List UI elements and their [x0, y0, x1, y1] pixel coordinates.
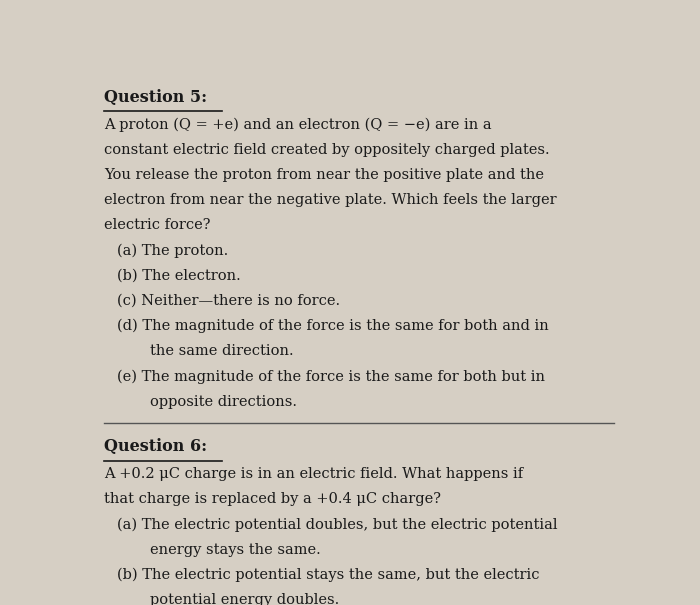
- Text: that charge is replaced by a +0.4 μC charge?: that charge is replaced by a +0.4 μC cha…: [104, 492, 441, 506]
- Text: (d) The magnitude of the force is the same for both and in: (d) The magnitude of the force is the sa…: [118, 319, 549, 333]
- Text: electric force?: electric force?: [104, 218, 210, 232]
- Text: the same direction.: the same direction.: [150, 344, 293, 358]
- Text: (a) The proton.: (a) The proton.: [118, 244, 229, 258]
- Text: (e) The magnitude of the force is the same for both but in: (e) The magnitude of the force is the sa…: [118, 369, 545, 384]
- Text: energy stays the same.: energy stays the same.: [150, 543, 321, 557]
- Text: constant electric field created by oppositely charged plates.: constant electric field created by oppos…: [104, 143, 550, 157]
- Text: Question 5:: Question 5:: [104, 89, 207, 106]
- Text: A +0.2 μC charge is in an electric field. What happens if: A +0.2 μC charge is in an electric field…: [104, 467, 523, 481]
- Text: A proton (Q = +e) and an electron (Q = −e) are in a: A proton (Q = +e) and an electron (Q = −…: [104, 118, 491, 132]
- Text: You release the proton from near the positive plate and the: You release the proton from near the pos…: [104, 168, 544, 182]
- Text: Question 6:: Question 6:: [104, 438, 207, 456]
- Text: (a) The electric potential doubles, but the electric potential: (a) The electric potential doubles, but …: [118, 517, 558, 532]
- Text: potential energy doubles.: potential energy doubles.: [150, 593, 339, 605]
- Text: opposite directions.: opposite directions.: [150, 394, 297, 408]
- Text: (b) The electric potential stays the same, but the electric: (b) The electric potential stays the sam…: [118, 568, 540, 582]
- Text: (b) The electron.: (b) The electron.: [118, 269, 241, 283]
- Text: (c) Neither—there is no force.: (c) Neither—there is no force.: [118, 294, 340, 308]
- Text: electron from near the negative plate. Which feels the larger: electron from near the negative plate. W…: [104, 193, 556, 208]
